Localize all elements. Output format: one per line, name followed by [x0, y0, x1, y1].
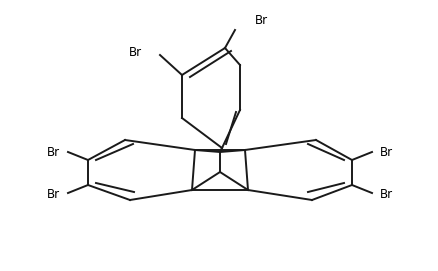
Text: Br: Br [47, 189, 60, 202]
Text: Br: Br [379, 189, 392, 202]
Text: Br: Br [254, 14, 268, 27]
Text: Br: Br [379, 146, 392, 159]
Text: Br: Br [47, 146, 60, 159]
Text: Br: Br [129, 47, 141, 60]
